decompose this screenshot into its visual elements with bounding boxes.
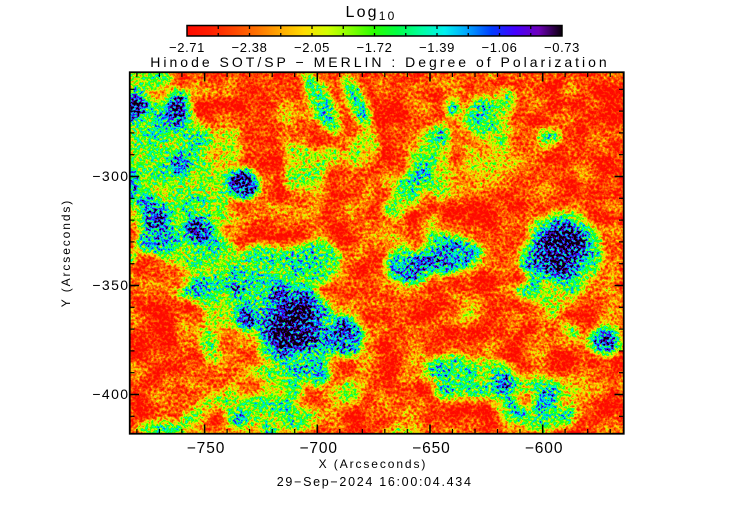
svg-text:−400: −400: [92, 386, 129, 402]
svg-text:−700: −700: [299, 440, 338, 457]
svg-text:29−Sep−2024 16:00:04.434: 29−Sep−2024 16:00:04.434: [277, 475, 473, 489]
svg-text:Hinode SOT/SP − MERLIN : Degre: Hinode SOT/SP − MERLIN : Degree of Polar…: [150, 54, 609, 70]
svg-text:−1.39: −1.39: [419, 40, 455, 55]
svg-text:−2.38: −2.38: [232, 40, 268, 55]
svg-text:−300: −300: [92, 168, 129, 184]
svg-text:−750: −750: [187, 440, 226, 457]
svg-text:−1.72: −1.72: [357, 40, 393, 55]
svg-text:−600: −600: [525, 440, 564, 457]
svg-text:Y (Arcseconds): Y (Arcseconds): [59, 199, 73, 307]
svg-text:−650: −650: [412, 440, 451, 457]
svg-text:−0.73: −0.73: [544, 40, 580, 55]
svg-text:X (Arcseconds): X (Arcseconds): [319, 457, 428, 471]
svg-text:−350: −350: [92, 277, 129, 293]
svg-text:Log10: Log10: [345, 4, 396, 23]
svg-text:−2.71: −2.71: [169, 40, 205, 55]
svg-text:−1.06: −1.06: [482, 40, 518, 55]
svg-text:−2.05: −2.05: [294, 40, 330, 55]
